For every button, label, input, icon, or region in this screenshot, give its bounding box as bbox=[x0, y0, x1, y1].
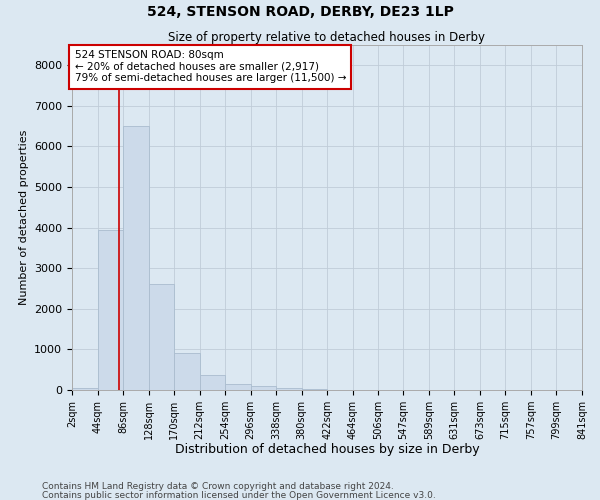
Y-axis label: Number of detached properties: Number of detached properties bbox=[19, 130, 29, 305]
Bar bbox=[200, 374, 225, 390]
Bar bbox=[149, 284, 174, 390]
Bar bbox=[251, 386, 276, 390]
Text: 524 STENSON ROAD: 80sqm
← 20% of detached houses are smaller (2,917)
79% of semi: 524 STENSON ROAD: 80sqm ← 20% of detache… bbox=[74, 50, 346, 84]
Bar bbox=[302, 389, 328, 390]
Title: Size of property relative to detached houses in Derby: Size of property relative to detached ho… bbox=[169, 31, 485, 44]
Text: Contains HM Land Registry data © Crown copyright and database right 2024.: Contains HM Land Registry data © Crown c… bbox=[42, 482, 394, 491]
Bar bbox=[98, 230, 123, 390]
Bar bbox=[276, 388, 302, 390]
Bar bbox=[72, 388, 98, 390]
Text: Contains public sector information licensed under the Open Government Licence v3: Contains public sector information licen… bbox=[42, 490, 436, 500]
Bar bbox=[225, 384, 251, 390]
Text: 524, STENSON ROAD, DERBY, DE23 1LP: 524, STENSON ROAD, DERBY, DE23 1LP bbox=[146, 5, 454, 19]
X-axis label: Distribution of detached houses by size in Derby: Distribution of detached houses by size … bbox=[175, 444, 479, 456]
Bar bbox=[123, 126, 149, 390]
Bar bbox=[174, 354, 200, 390]
